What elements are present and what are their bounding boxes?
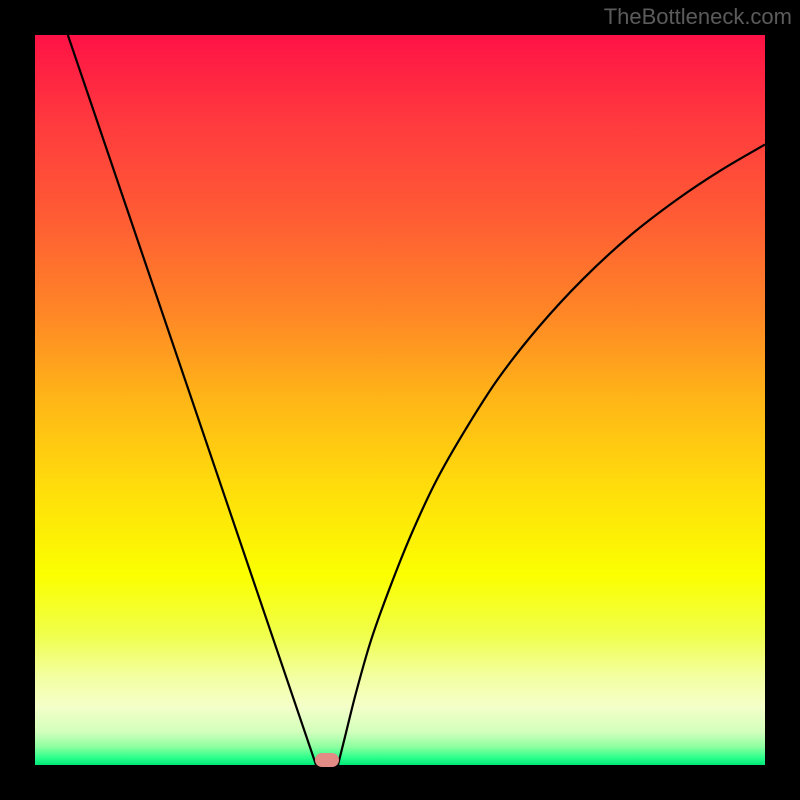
watermark-text: TheBottleneck.com [604, 4, 792, 30]
plot-area [35, 35, 765, 765]
optimum-marker [315, 753, 339, 767]
right-curve [338, 145, 765, 766]
left-curve [68, 35, 316, 765]
curve-overlay [35, 35, 765, 765]
